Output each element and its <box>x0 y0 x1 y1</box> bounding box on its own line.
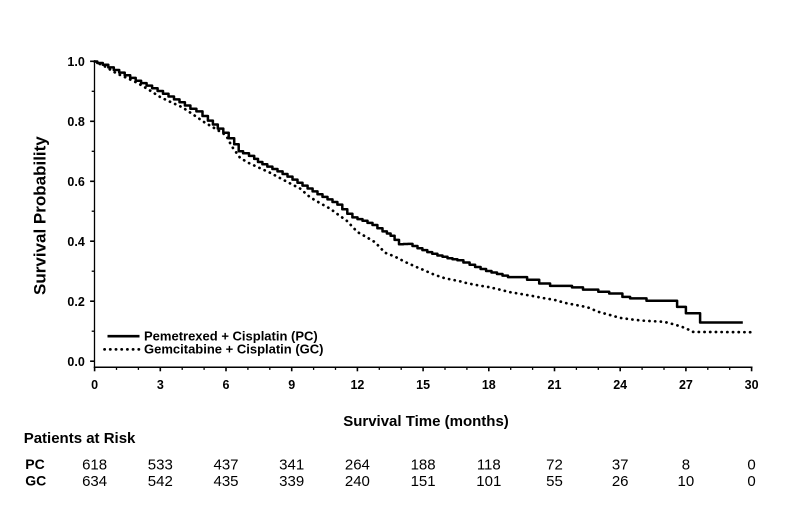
svg-text:151: 151 <box>411 473 436 490</box>
svg-text:437: 437 <box>213 457 238 474</box>
svg-text:341: 341 <box>279 457 304 474</box>
svg-text:PC: PC <box>25 456 44 472</box>
svg-text:24: 24 <box>613 378 627 392</box>
svg-text:Survival Time (months): Survival Time (months) <box>343 413 509 430</box>
svg-text:10: 10 <box>678 473 695 490</box>
svg-text:18: 18 <box>482 378 496 392</box>
svg-text:Pemetrexed + Cisplatin (PC): Pemetrexed + Cisplatin (PC) <box>144 328 318 343</box>
svg-text:435: 435 <box>213 473 238 490</box>
svg-text:3: 3 <box>157 378 164 392</box>
svg-text:0.0: 0.0 <box>67 355 84 369</box>
svg-text:26: 26 <box>612 473 629 490</box>
svg-text:118: 118 <box>477 457 501 474</box>
svg-text:264: 264 <box>345 457 370 474</box>
svg-text:1.0: 1.0 <box>67 55 84 69</box>
svg-text:30: 30 <box>745 378 759 392</box>
svg-text:533: 533 <box>148 457 173 474</box>
svg-text:339: 339 <box>279 473 304 490</box>
svg-text:0: 0 <box>747 457 755 474</box>
svg-text:101: 101 <box>476 473 501 490</box>
svg-text:21: 21 <box>548 378 562 392</box>
svg-text:618: 618 <box>82 457 107 474</box>
svg-text:27: 27 <box>679 378 693 392</box>
svg-text:0.8: 0.8 <box>67 115 84 129</box>
svg-text:542: 542 <box>148 473 173 490</box>
svg-text:37: 37 <box>612 457 629 474</box>
svg-text:Gemcitabine + Cisplatin (GC): Gemcitabine + Cisplatin (GC) <box>144 342 324 357</box>
svg-text:12: 12 <box>350 378 364 392</box>
svg-text:GC: GC <box>25 473 46 489</box>
svg-text:0.6: 0.6 <box>67 175 84 189</box>
svg-text:15: 15 <box>416 378 430 392</box>
svg-text:0.2: 0.2 <box>67 295 84 309</box>
svg-text:6: 6 <box>223 378 230 392</box>
svg-text:9: 9 <box>288 378 295 392</box>
svg-text:Patients at Risk: Patients at Risk <box>24 430 136 447</box>
svg-text:0: 0 <box>747 473 755 490</box>
svg-text:0: 0 <box>91 378 98 392</box>
svg-text:634: 634 <box>82 473 107 490</box>
svg-text:240: 240 <box>345 473 370 490</box>
svg-text:55: 55 <box>546 473 563 490</box>
svg-text:Survival Probability: Survival Probability <box>31 136 50 295</box>
svg-text:8: 8 <box>682 457 690 474</box>
svg-text:72: 72 <box>546 457 563 474</box>
svg-text:188: 188 <box>411 457 436 474</box>
svg-text:0.4: 0.4 <box>67 235 84 249</box>
